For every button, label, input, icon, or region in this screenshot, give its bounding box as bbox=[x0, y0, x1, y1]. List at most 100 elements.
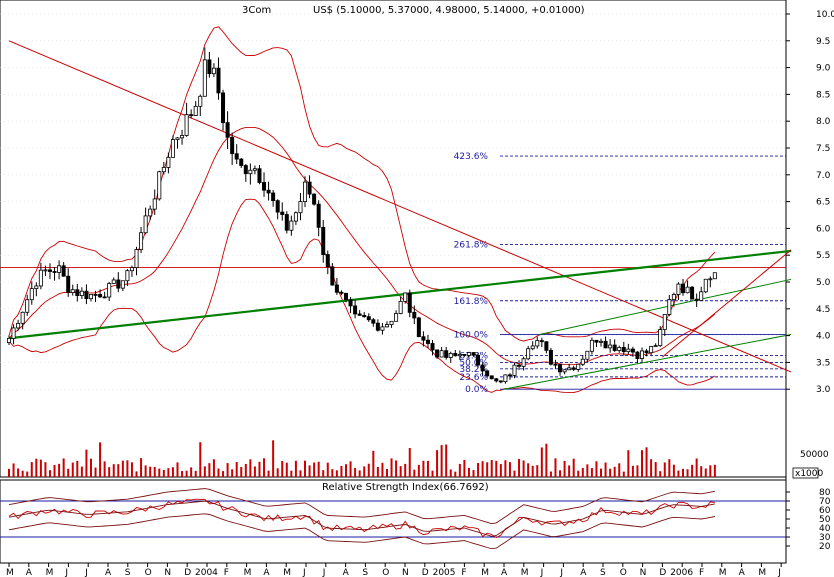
volume-bar bbox=[167, 468, 170, 477]
candle bbox=[230, 132, 235, 165]
candle bbox=[34, 282, 39, 297]
volume-bar bbox=[322, 470, 325, 477]
y-tick-label: 7.0 bbox=[816, 171, 831, 181]
candle bbox=[198, 94, 203, 117]
candle bbox=[708, 276, 713, 288]
volume-bar bbox=[467, 467, 470, 477]
candle bbox=[653, 343, 658, 348]
volume-bar bbox=[363, 466, 366, 477]
candle bbox=[107, 281, 112, 302]
candle bbox=[25, 294, 30, 316]
volume-bar bbox=[185, 470, 188, 477]
volume-bar bbox=[181, 471, 184, 477]
volume-bar bbox=[627, 450, 630, 477]
candle bbox=[180, 129, 185, 145]
candle bbox=[98, 289, 103, 299]
candle bbox=[184, 102, 189, 137]
volume-bar bbox=[226, 463, 229, 477]
candle bbox=[161, 161, 166, 175]
x-tick-label: A bbox=[26, 568, 33, 577]
volume-bar bbox=[641, 450, 644, 477]
candle bbox=[562, 369, 567, 375]
volume-bar bbox=[335, 470, 338, 477]
volume-bar bbox=[549, 471, 552, 477]
candle bbox=[84, 284, 89, 305]
x-tick-label: 2004 bbox=[195, 568, 218, 577]
candle bbox=[535, 336, 540, 349]
volume-bar bbox=[554, 458, 557, 477]
volume-bar bbox=[21, 470, 24, 477]
x-tick-label: M bbox=[283, 568, 291, 577]
candle bbox=[93, 290, 98, 303]
candle bbox=[325, 250, 330, 275]
fib-level-label: 423.6% bbox=[454, 152, 489, 162]
y-tick-label: 9.5 bbox=[816, 37, 830, 47]
candle bbox=[316, 200, 321, 237]
candle bbox=[11, 324, 16, 345]
candle bbox=[425, 334, 430, 349]
x-tick-label: J bbox=[64, 568, 68, 577]
y-tick-label: 3.5 bbox=[816, 358, 830, 368]
volume-bar bbox=[381, 462, 384, 477]
trendline-red bbox=[662, 249, 792, 358]
volume-bar bbox=[299, 470, 302, 477]
volume-bar bbox=[117, 464, 120, 477]
rsi-tick-label: 70 bbox=[819, 497, 831, 507]
candle bbox=[211, 63, 216, 78]
volume-bar bbox=[572, 458, 575, 477]
volume-bar bbox=[518, 459, 521, 477]
candle bbox=[334, 277, 339, 295]
candle bbox=[644, 348, 649, 357]
volume-bar bbox=[331, 469, 334, 477]
volume-bar bbox=[536, 465, 539, 477]
volume-bar bbox=[35, 458, 38, 477]
candle bbox=[517, 360, 522, 371]
candle bbox=[366, 313, 371, 322]
candle bbox=[662, 314, 667, 337]
volume-bar bbox=[540, 447, 543, 477]
rsi-tick-label: 40 bbox=[819, 524, 831, 534]
volume-bar bbox=[686, 469, 689, 477]
volume-bar bbox=[208, 463, 211, 477]
chart-symbol: 3Com bbox=[242, 5, 271, 16]
volume-bar bbox=[613, 466, 616, 477]
candle bbox=[548, 347, 553, 366]
volume-bar bbox=[486, 462, 489, 477]
candle bbox=[79, 287, 84, 299]
volume-bar bbox=[231, 469, 234, 477]
candle bbox=[407, 289, 412, 318]
volume-bar bbox=[153, 466, 156, 477]
candle bbox=[252, 165, 257, 175]
candle bbox=[571, 365, 576, 371]
y-tick-label: 5.0 bbox=[816, 278, 831, 288]
volume-bar bbox=[390, 458, 393, 477]
candle bbox=[503, 374, 508, 384]
candle bbox=[640, 347, 645, 362]
candle bbox=[275, 199, 280, 220]
volume-bar bbox=[376, 467, 379, 477]
volume-bar bbox=[367, 463, 370, 477]
candle bbox=[266, 181, 271, 201]
candle bbox=[166, 152, 171, 174]
x-tick-label: 2006 bbox=[670, 568, 693, 577]
x-tick-label: M bbox=[521, 568, 529, 577]
volume-bar bbox=[495, 460, 498, 477]
candle bbox=[498, 380, 503, 384]
volume-bar bbox=[85, 449, 88, 477]
volume-bar bbox=[304, 460, 307, 477]
x-tick-label: O bbox=[620, 568, 627, 577]
volume-bar bbox=[290, 470, 293, 477]
x-tick-label: S bbox=[600, 568, 606, 577]
volume-bar bbox=[294, 460, 297, 477]
x-tick-label: F bbox=[699, 568, 704, 577]
candle bbox=[658, 326, 663, 348]
volume-bar bbox=[458, 463, 461, 477]
candle bbox=[284, 211, 289, 234]
volume-bar bbox=[308, 465, 311, 477]
y-tick-label: 4.0 bbox=[816, 332, 831, 342]
candle bbox=[116, 272, 121, 293]
volume-bar bbox=[80, 466, 83, 477]
chart-quote: US$ (5.10000, 5.37000, 4.98000, 5.14000,… bbox=[313, 5, 585, 16]
volume-bar bbox=[26, 471, 29, 477]
